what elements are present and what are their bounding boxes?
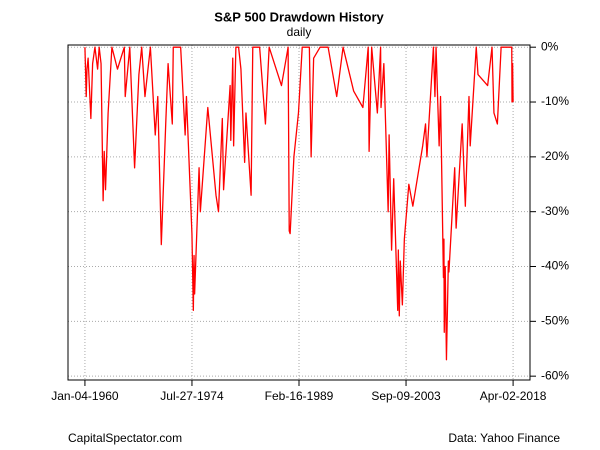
x-tick-label: Jan-04-1960 <box>51 389 119 403</box>
chart-subtitle: daily <box>287 25 312 39</box>
drawdown-line <box>84 46 514 361</box>
y-tick-label: -30% <box>541 204 569 218</box>
chart-title: S&P 500 Drawdown History <box>214 9 384 24</box>
x-tick-label: Apr-02-2018 <box>480 389 547 403</box>
y-tick-label: 0% <box>541 39 559 53</box>
y-tick-label: -50% <box>541 314 569 328</box>
y-tick-label: -40% <box>541 259 569 273</box>
plot-frame <box>67 44 531 381</box>
y-tick-label: -10% <box>541 94 569 108</box>
y-tick-label: -20% <box>541 149 569 163</box>
x-tick-label: Jul-27-1974 <box>160 389 224 403</box>
source-left: CapitalSpectator.com <box>68 431 182 445</box>
source-right: Data: Yahoo Finance <box>448 431 560 445</box>
x-tick-label: Sep-09-2003 <box>371 389 441 403</box>
x-tick-label: Feb-16-1989 <box>265 389 334 403</box>
y-tick-label: -60% <box>541 368 569 382</box>
